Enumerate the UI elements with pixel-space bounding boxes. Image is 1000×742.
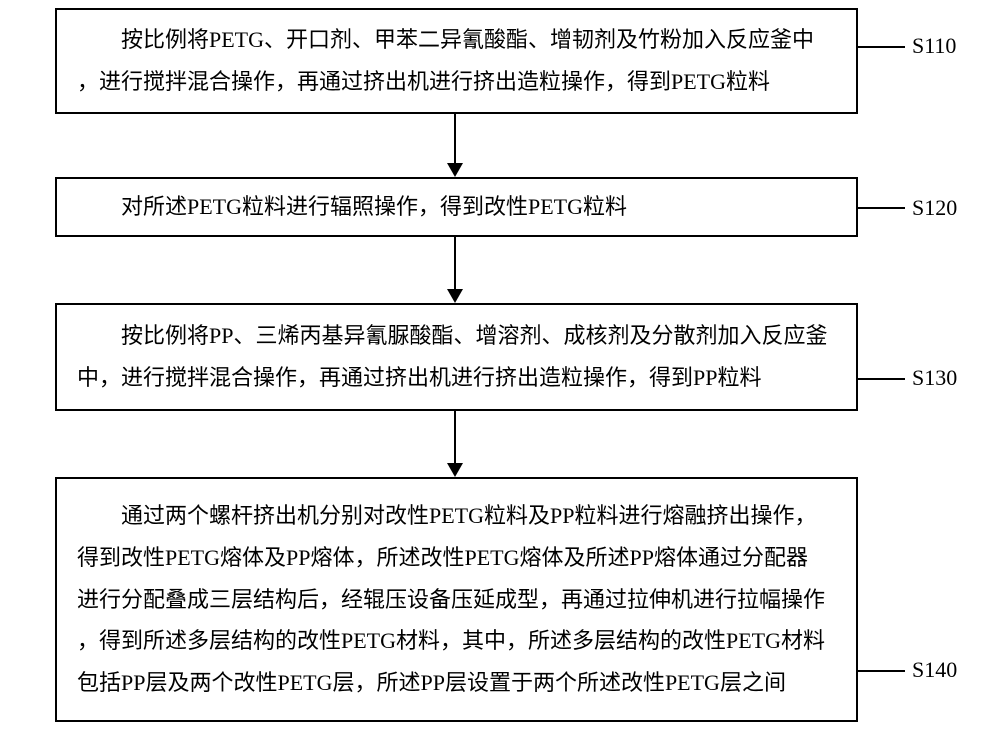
step-s140-label: S140 bbox=[912, 657, 957, 683]
step-s120-text: 对所述PETG粒料进行辐照操作，得到改性PETG粒料 bbox=[77, 186, 627, 228]
step-s110-box: 按比例将PETG、开口剂、甲苯二异氰酸酯、增韧剂及竹粉加入反应釜中 ，进行搅拌混… bbox=[55, 8, 858, 114]
arrow-s120-s130-stem bbox=[454, 237, 456, 289]
step-s140-box: 通过两个螺杆挤出机分别对改性PETG粒料及PP粒料进行熔融挤出操作， 得到改性P… bbox=[55, 477, 858, 722]
arrow-s120-s130-head bbox=[447, 289, 463, 303]
step-s110-text: 按比例将PETG、开口剂、甲苯二异氰酸酯、增韧剂及竹粉加入反应釜中 ，进行搅拌混… bbox=[77, 19, 814, 103]
step-s110-label: S110 bbox=[912, 33, 956, 59]
arrow-s130-s140-stem bbox=[454, 411, 456, 463]
step-s120-label: S120 bbox=[912, 195, 957, 221]
step-s140-text: 通过两个螺杆挤出机分别对改性PETG粒料及PP粒料进行熔融挤出操作， 得到改性P… bbox=[77, 495, 825, 704]
step-s130-text: 按比例将PP、三烯丙基异氰脲酸酯、增溶剂、成核剂及分散剂加入反应釜 中，进行搅拌… bbox=[77, 315, 827, 399]
step-s130-label: S130 bbox=[912, 365, 957, 391]
arrow-s110-s120-stem bbox=[454, 114, 456, 163]
arrow-s130-s140-head bbox=[447, 463, 463, 477]
flowchart-canvas: 按比例将PETG、开口剂、甲苯二异氰酸酯、增韧剂及竹粉加入反应釜中 ，进行搅拌混… bbox=[0, 0, 1000, 742]
step-s120-box: 对所述PETG粒料进行辐照操作，得到改性PETG粒料 bbox=[55, 177, 858, 237]
step-s120-leader bbox=[858, 207, 905, 209]
arrow-s110-s120-head bbox=[447, 163, 463, 177]
step-s130-leader bbox=[858, 378, 905, 380]
step-s140-leader bbox=[858, 670, 905, 672]
step-s130-box: 按比例将PP、三烯丙基异氰脲酸酯、增溶剂、成核剂及分散剂加入反应釜 中，进行搅拌… bbox=[55, 303, 858, 411]
step-s110-leader bbox=[858, 46, 905, 48]
